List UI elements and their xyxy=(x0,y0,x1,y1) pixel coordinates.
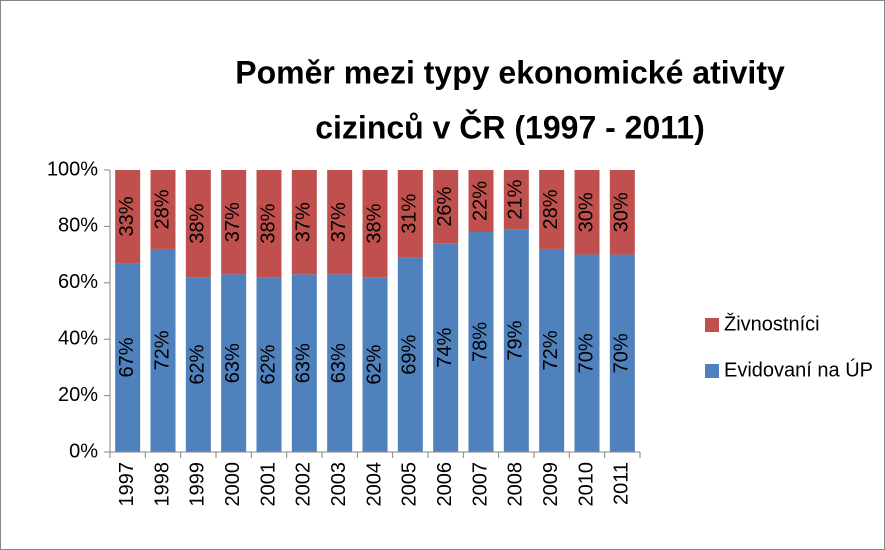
bar-segment xyxy=(609,254,635,452)
x-tick-label: 1999 xyxy=(187,462,209,507)
data-label: 37% xyxy=(293,202,315,242)
data-label: 33% xyxy=(116,196,138,236)
bar-segment xyxy=(468,232,494,452)
data-label: 21% xyxy=(505,179,527,219)
data-label: 30% xyxy=(611,192,633,232)
bar-segment xyxy=(327,274,353,452)
x-tick-label: 2005 xyxy=(399,462,421,507)
bar-segment xyxy=(397,170,423,258)
bar-segment xyxy=(327,170,353,275)
chart-title: cizinců v ČR (1997 - 2011) xyxy=(315,109,705,145)
bar-segment xyxy=(185,170,211,278)
data-label: 70% xyxy=(575,333,597,373)
data-label: 28% xyxy=(151,189,173,229)
data-label: 38% xyxy=(187,203,209,243)
x-tick-label: 2007 xyxy=(469,462,491,507)
data-label: 79% xyxy=(505,320,527,360)
bar-segment xyxy=(150,170,176,249)
data-label: 72% xyxy=(151,330,173,370)
data-label: 63% xyxy=(328,343,350,383)
x-tick-label: 2001 xyxy=(257,462,279,507)
data-label: 63% xyxy=(222,343,244,383)
data-label: 37% xyxy=(328,202,350,242)
data-label: 28% xyxy=(540,189,562,229)
data-label: 67% xyxy=(116,337,138,377)
y-tick-label: 20% xyxy=(58,384,98,406)
legend-swatch xyxy=(705,364,719,378)
data-label: 74% xyxy=(434,327,456,367)
bar-segment xyxy=(539,248,565,452)
y-tick-label: 60% xyxy=(58,271,98,293)
bar-segment xyxy=(574,170,600,255)
x-tick-label: 2010 xyxy=(575,462,597,507)
bar-segment xyxy=(397,257,423,452)
chart-title: Poměr mezi typy ekonomické ativity xyxy=(235,54,785,90)
x-tick-label: 2011 xyxy=(611,462,633,505)
bar-segment xyxy=(503,170,529,230)
bar-segment xyxy=(185,277,211,452)
data-label: 62% xyxy=(363,344,385,384)
data-label: 30% xyxy=(575,192,597,232)
data-label: 62% xyxy=(257,344,279,384)
bar-segment xyxy=(362,170,388,278)
x-tick-label: 2008 xyxy=(505,462,527,507)
legend-label: Živnostníci xyxy=(724,312,820,335)
y-tick-label: 40% xyxy=(58,327,98,349)
data-label: 26% xyxy=(434,186,456,226)
bar-segment xyxy=(291,274,317,452)
bar-segment xyxy=(362,277,388,452)
legend-label: Evidovaní na ÚP xyxy=(724,358,873,381)
bar-segment xyxy=(433,243,459,452)
bar-segment xyxy=(468,170,494,233)
x-tick-label: 2002 xyxy=(293,462,315,507)
data-label: 70% xyxy=(611,333,633,373)
data-label: 72% xyxy=(540,330,562,370)
bar-segment xyxy=(256,170,282,278)
y-tick-label: 0% xyxy=(69,440,98,462)
data-label: 22% xyxy=(469,181,491,221)
y-tick-label: 100% xyxy=(47,158,98,180)
bar-segment xyxy=(433,170,459,244)
data-label: 62% xyxy=(187,344,209,384)
legend-swatch xyxy=(705,318,719,332)
x-tick-label: 2003 xyxy=(328,462,350,507)
data-label: 37% xyxy=(222,202,244,242)
bar-segment xyxy=(503,229,529,452)
bar-segment xyxy=(539,170,565,249)
bar-segment xyxy=(150,248,176,452)
x-tick-label: 2006 xyxy=(434,462,456,507)
data-label: 63% xyxy=(293,343,315,383)
x-tick-label: 2009 xyxy=(540,462,562,507)
data-label: 31% xyxy=(399,193,421,233)
data-label: 69% xyxy=(399,334,421,374)
data-label: 38% xyxy=(257,203,279,243)
bar-segment xyxy=(609,170,635,255)
x-tick-label: 2004 xyxy=(363,462,385,507)
bar-segment xyxy=(291,170,317,275)
y-tick-label: 80% xyxy=(58,215,98,237)
bar-segment xyxy=(221,170,247,275)
data-label: 38% xyxy=(363,203,385,243)
bar-segment xyxy=(221,274,247,452)
bar-segment xyxy=(574,254,600,452)
bar-segment xyxy=(115,170,141,264)
x-tick-label: 1998 xyxy=(151,462,173,507)
x-tick-label: 1997 xyxy=(116,462,138,507)
bar-segment xyxy=(256,277,282,452)
x-tick-label: 2000 xyxy=(222,462,244,507)
bar-segment xyxy=(115,263,141,452)
data-label: 78% xyxy=(469,322,491,362)
